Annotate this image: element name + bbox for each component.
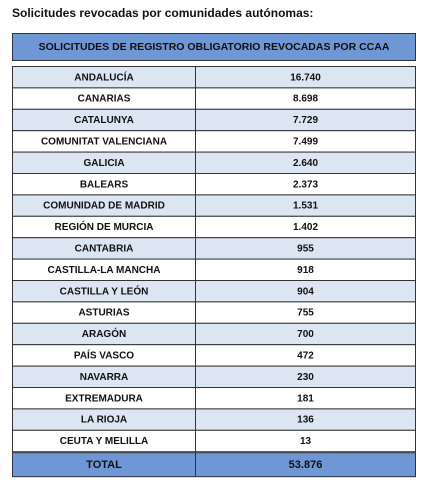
- region-name: ASTURIAS: [78, 308, 129, 319]
- heading: Solicitudes revocadas por comunidades au…: [12, 6, 313, 20]
- region-name: LA RIOJA: [81, 415, 127, 426]
- revoked-count: 904: [297, 286, 314, 297]
- revoked-count: 472: [297, 351, 314, 362]
- region-name: ANDALUCÍA: [74, 70, 133, 83]
- row-bg: [12, 66, 416, 89]
- total-label: TOTAL: [86, 459, 122, 471]
- row-bg: [12, 108, 416, 132]
- region-name: GALICIA: [83, 158, 124, 169]
- revoked-count: 181: [297, 393, 314, 404]
- region-name: CASTILLA Y LEÓN: [60, 284, 149, 297]
- revoked-count: 13: [300, 436, 312, 447]
- revoked-count: 2.373: [293, 179, 318, 190]
- row-bg: [12, 301, 416, 324]
- revoked-count: 700: [297, 329, 314, 340]
- revoked-count: 955: [297, 244, 314, 255]
- row-bg: [12, 429, 416, 453]
- total-value: 53.876: [289, 459, 323, 471]
- row-bg: [12, 87, 416, 110]
- region-name: CASTILLA-LA MANCHA: [48, 265, 161, 276]
- revoked-count: 755: [297, 308, 314, 319]
- row-bg: [12, 173, 416, 196]
- revoked-count: 230: [297, 372, 314, 383]
- region-name: CEUTA Y MELILLA: [60, 436, 149, 447]
- revoked-count: 8.698: [293, 94, 318, 105]
- table-title: SOLICITUDES DE REGISTRO OBLIGATORIO REVO…: [39, 41, 390, 53]
- region-name: CATALUNYA: [74, 115, 134, 126]
- row-bg: [12, 365, 416, 389]
- revoked-count: 136: [297, 415, 314, 426]
- region-name: COMUNITAT VALENCIANA: [41, 137, 167, 148]
- revoked-count: 7.499: [293, 137, 318, 148]
- region-name: EXTREMADURA: [65, 393, 143, 404]
- region-name: CANTABRIA: [75, 244, 134, 255]
- revoked-count: 1.531: [293, 201, 318, 212]
- revoked-count: 2.640: [293, 158, 318, 169]
- region-name: ARAGÓN: [82, 327, 126, 340]
- row-bg: [12, 408, 416, 431]
- region-name: CANARIAS: [78, 94, 131, 105]
- region-name: COMUNIDAD DE MADRID: [43, 201, 165, 212]
- revoked-count: 7.729: [293, 115, 318, 126]
- region-name: PAÍS VASCO: [74, 349, 134, 362]
- revoked-count: 1.402: [293, 222, 318, 233]
- table-title-box: [12, 33, 416, 61]
- region-name: NAVARRA: [80, 372, 129, 383]
- revoked-count: 918: [297, 265, 314, 276]
- row-bg: [12, 322, 416, 346]
- region-name: REGIÓN DE MURCIA: [55, 220, 154, 233]
- region-name: BALEARS: [80, 179, 129, 190]
- row-bg: [12, 151, 416, 175]
- row-bg: [12, 237, 416, 260]
- revoked-count: 16.740: [290, 72, 321, 83]
- table-body: ANDALUCÍA 16.740 CANARIAS 8.698 CATALUNYA 7.7…: [12, 66, 416, 478]
- total-row-bg: [12, 452, 416, 478]
